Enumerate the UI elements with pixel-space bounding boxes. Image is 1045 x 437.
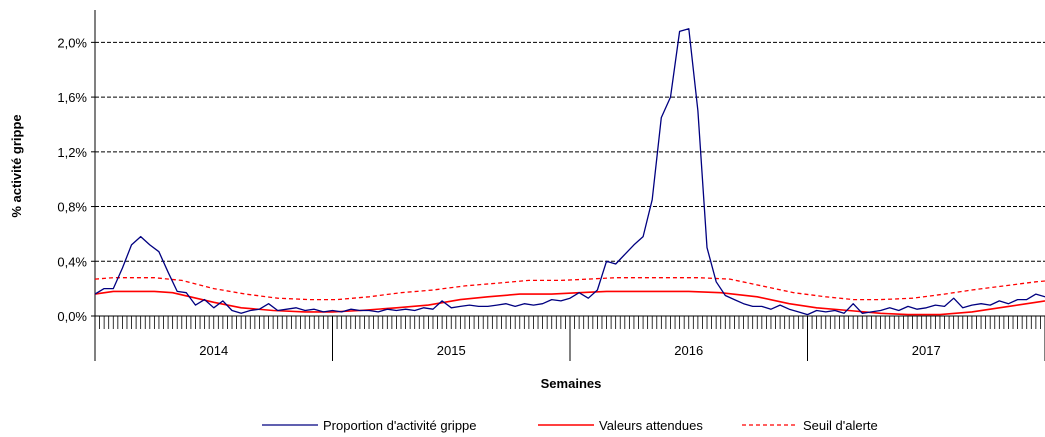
- year-label: 2016: [674, 343, 703, 358]
- y-tick-label: 0,0%: [57, 309, 87, 324]
- series-group: [94, 28, 1045, 316]
- y-tick-label: 2,0%: [57, 35, 87, 50]
- year-label: 2014: [199, 343, 228, 358]
- year-label: 2015: [437, 343, 466, 358]
- series-line-proportion: [94, 28, 1045, 316]
- legend-label: Proportion d'activité grippe: [323, 418, 477, 433]
- y-tick-label: 0,4%: [57, 254, 87, 269]
- legend: Proportion d'activité grippe Valeurs atte…: [262, 418, 878, 433]
- x-axis-title: Semaines: [541, 376, 602, 391]
- series-line-attendues: [94, 290, 1045, 316]
- series-line-seuil: [94, 277, 1045, 301]
- y-tick-label: 0,8%: [57, 200, 87, 215]
- x-axis: 2014 2015 2016 2017: [94, 315, 1045, 361]
- year-label: 2017: [912, 343, 941, 358]
- y-axis: 0,0% 0,4% 0,8% 1,2% 1,6% 2,0%: [57, 10, 96, 324]
- legend-label: Valeurs attendues: [599, 418, 703, 433]
- gridlines: [95, 41, 1045, 262]
- legend-label: Seuil d'alerte: [803, 418, 878, 433]
- y-tick-label: 1,6%: [57, 90, 87, 105]
- y-axis-title: % activité grippe: [9, 114, 24, 217]
- y-tick-label: 1,2%: [57, 145, 87, 160]
